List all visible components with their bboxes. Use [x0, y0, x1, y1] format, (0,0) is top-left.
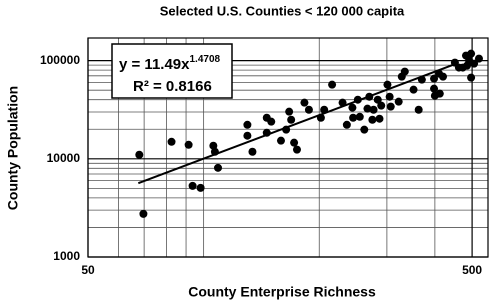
equation: y = 11.49x1.4708 [119, 54, 221, 73]
y-tick-label: 1000 [53, 249, 80, 263]
data-point [304, 105, 313, 114]
data-point [276, 136, 285, 145]
x-tick-label: 500 [462, 263, 482, 277]
data-point [368, 115, 377, 124]
y-tick-label: 10000 [47, 151, 81, 165]
data-point [430, 84, 439, 93]
data-point [328, 80, 337, 89]
data-point [342, 120, 351, 129]
data-point [214, 163, 223, 172]
data-point [435, 89, 444, 98]
data-point [184, 140, 193, 149]
trend-line [137, 62, 458, 185]
data-point [375, 114, 384, 123]
data-point [383, 80, 392, 89]
data-point [355, 112, 364, 121]
data-point [377, 101, 386, 110]
data-point [400, 67, 409, 76]
data-point [290, 138, 299, 147]
data-point [385, 92, 394, 101]
data-point [430, 74, 439, 83]
data-point [414, 105, 423, 114]
data-point [467, 73, 476, 82]
data-point [467, 49, 476, 58]
y-tick-label: 100000 [40, 53, 80, 67]
data-point [470, 59, 479, 68]
data-point [135, 150, 144, 159]
data-point [360, 125, 369, 134]
data-point [209, 141, 218, 150]
data-point [386, 102, 395, 111]
data-point [394, 97, 403, 106]
data-point [243, 131, 252, 140]
data-point [349, 113, 358, 122]
data-point [300, 98, 309, 107]
data-point [285, 107, 294, 116]
data-point [369, 105, 378, 114]
x-tick-label: 50 [81, 263, 95, 277]
x-axis-label: County Enterprise Richness [188, 284, 376, 300]
data-point [348, 103, 357, 112]
plot-border [87, 37, 489, 258]
data-point [287, 115, 296, 124]
data-point [373, 95, 382, 104]
data-point [409, 85, 418, 94]
data-point [188, 181, 197, 190]
y-axis-label: County Population [5, 86, 21, 210]
data-point [139, 209, 148, 218]
data-point [292, 145, 301, 154]
data-point [248, 147, 257, 156]
data-point [267, 117, 276, 126]
equation-text: y = 11.49x [119, 56, 190, 73]
r-squared: R² = 0.8166 [133, 78, 212, 95]
equation-box [111, 43, 233, 99]
data-point [439, 72, 448, 81]
data-point [363, 104, 372, 113]
chart-title: Selected U.S. Counties < 120 000 capita [160, 3, 405, 18]
data-point [196, 183, 205, 192]
equation-exponent: 1.4708 [190, 54, 221, 65]
data-point [474, 54, 483, 63]
data-point [167, 137, 176, 146]
data-point [243, 120, 252, 129]
